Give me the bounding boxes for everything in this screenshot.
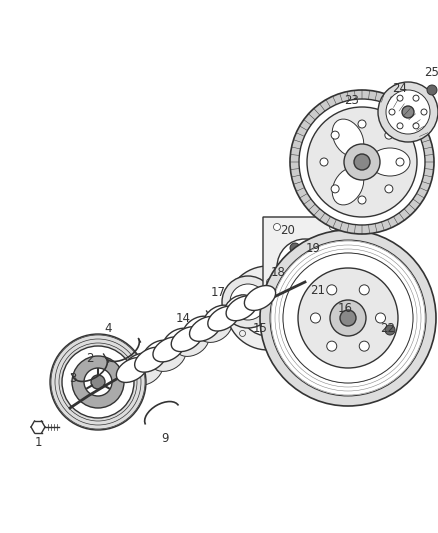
- Ellipse shape: [163, 328, 193, 352]
- Circle shape: [340, 310, 356, 326]
- Circle shape: [50, 334, 146, 430]
- Circle shape: [226, 266, 310, 350]
- Text: 19: 19: [305, 241, 321, 254]
- Circle shape: [359, 285, 369, 295]
- Circle shape: [327, 285, 337, 295]
- Circle shape: [358, 120, 366, 128]
- Circle shape: [413, 95, 419, 101]
- Text: 3: 3: [69, 372, 77, 384]
- Circle shape: [427, 85, 437, 95]
- Circle shape: [385, 325, 395, 335]
- Text: 21: 21: [311, 284, 325, 296]
- Circle shape: [298, 268, 398, 368]
- Circle shape: [222, 276, 274, 328]
- Text: 1: 1: [34, 437, 42, 449]
- Ellipse shape: [123, 353, 153, 377]
- Circle shape: [230, 284, 266, 320]
- Text: 23: 23: [345, 93, 360, 107]
- Text: 20: 20: [281, 223, 296, 237]
- Text: 24: 24: [392, 82, 407, 94]
- Circle shape: [277, 239, 333, 295]
- Ellipse shape: [153, 337, 184, 362]
- Circle shape: [331, 185, 339, 193]
- Ellipse shape: [143, 340, 173, 364]
- Text: 18: 18: [271, 265, 286, 279]
- Circle shape: [329, 223, 336, 230]
- Circle shape: [283, 253, 413, 383]
- Circle shape: [282, 313, 289, 320]
- Text: 17: 17: [211, 286, 226, 298]
- Circle shape: [397, 123, 403, 129]
- Circle shape: [385, 131, 393, 139]
- Text: 22: 22: [381, 321, 396, 335]
- Ellipse shape: [332, 167, 364, 205]
- Circle shape: [299, 99, 425, 225]
- Circle shape: [386, 90, 430, 134]
- Ellipse shape: [204, 305, 232, 327]
- Circle shape: [72, 356, 124, 408]
- Ellipse shape: [198, 313, 232, 342]
- Circle shape: [413, 123, 419, 129]
- Circle shape: [290, 243, 300, 253]
- Circle shape: [311, 313, 321, 323]
- Circle shape: [336, 279, 343, 286]
- Circle shape: [330, 298, 340, 308]
- Circle shape: [266, 279, 273, 286]
- Circle shape: [62, 346, 134, 418]
- Circle shape: [270, 240, 426, 396]
- Ellipse shape: [183, 316, 213, 340]
- Circle shape: [344, 144, 380, 180]
- Ellipse shape: [226, 296, 258, 321]
- Circle shape: [320, 158, 328, 166]
- Circle shape: [397, 95, 403, 101]
- Polygon shape: [263, 217, 347, 327]
- Circle shape: [354, 154, 370, 170]
- Ellipse shape: [208, 306, 239, 331]
- Ellipse shape: [127, 354, 163, 385]
- Ellipse shape: [190, 317, 221, 341]
- Ellipse shape: [332, 119, 364, 156]
- Text: 14: 14: [176, 311, 191, 325]
- Circle shape: [389, 109, 395, 115]
- Ellipse shape: [150, 341, 186, 372]
- Ellipse shape: [225, 295, 251, 315]
- Circle shape: [91, 375, 105, 389]
- Text: 15: 15: [253, 321, 268, 335]
- Circle shape: [84, 368, 112, 396]
- Circle shape: [321, 311, 328, 318]
- Text: 2: 2: [86, 351, 94, 365]
- Text: 16: 16: [338, 302, 353, 314]
- Circle shape: [307, 107, 417, 217]
- Circle shape: [359, 341, 369, 351]
- Text: 4: 4: [104, 321, 112, 335]
- Circle shape: [240, 280, 296, 336]
- Circle shape: [402, 106, 414, 118]
- Circle shape: [330, 300, 366, 336]
- Circle shape: [290, 90, 434, 234]
- Circle shape: [358, 196, 366, 204]
- Ellipse shape: [171, 327, 202, 352]
- Circle shape: [385, 185, 393, 193]
- Text: 9: 9: [161, 432, 169, 445]
- Circle shape: [327, 341, 337, 351]
- Text: 25: 25: [424, 67, 438, 79]
- Circle shape: [273, 223, 280, 230]
- Circle shape: [396, 158, 404, 166]
- Circle shape: [378, 82, 438, 142]
- Ellipse shape: [117, 358, 148, 383]
- Circle shape: [331, 131, 339, 139]
- Ellipse shape: [370, 148, 410, 176]
- Ellipse shape: [244, 286, 276, 310]
- Circle shape: [260, 230, 436, 406]
- Circle shape: [421, 109, 427, 115]
- Circle shape: [375, 313, 385, 323]
- Ellipse shape: [175, 328, 209, 357]
- Ellipse shape: [134, 348, 166, 372]
